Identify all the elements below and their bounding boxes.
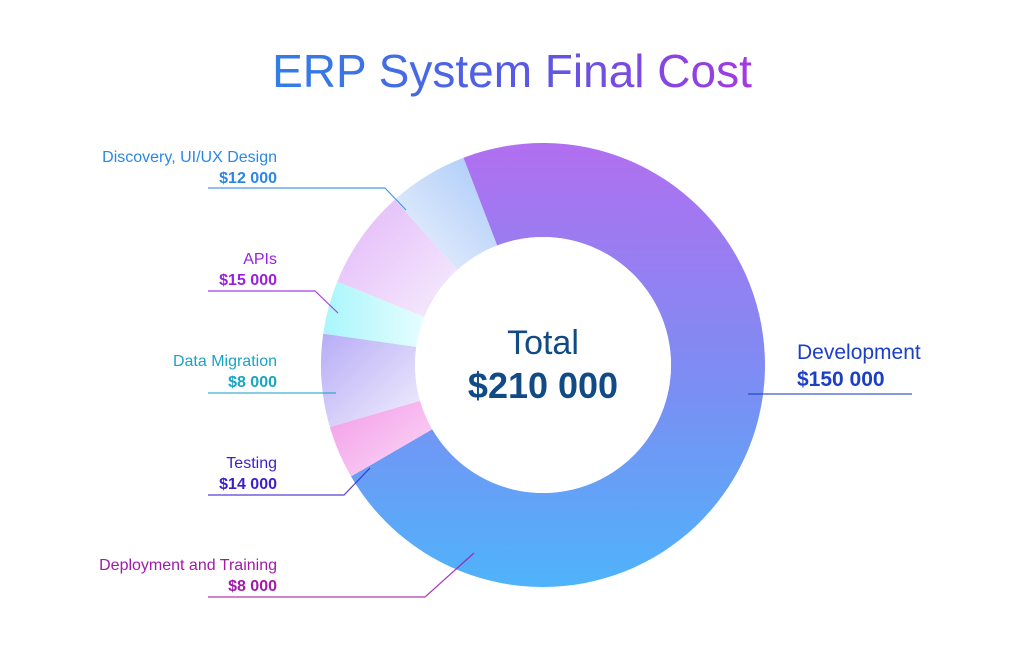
chart-title: ERP System Final Cost bbox=[272, 45, 752, 97]
donut-hole bbox=[415, 237, 671, 493]
slice-label-testing: Testing bbox=[226, 455, 277, 472]
leader-line-apis bbox=[208, 290, 339, 314]
slice-label-deployment-and-training: Deployment and Training bbox=[99, 557, 277, 574]
slice-value-data-migration: $8 000 bbox=[228, 374, 277, 391]
donut-slice-discovery-ui-ux-design bbox=[394, 157, 498, 270]
slice-value-testing: $14 000 bbox=[219, 476, 277, 493]
leader-line-discovery-ui-ux-design bbox=[208, 187, 407, 211]
slice-label-discovery-ui-ux-design: Discovery, UI/UX Design bbox=[102, 149, 277, 166]
slices-layer bbox=[321, 142, 765, 587]
donut-slice-apis bbox=[337, 199, 458, 317]
slice-value-discovery-ui-ux-design: $12 000 bbox=[219, 170, 277, 187]
slice-value-deployment-and-training: $8 000 bbox=[228, 578, 277, 595]
total-label: Total bbox=[507, 324, 579, 362]
donut-slice-testing bbox=[321, 333, 421, 428]
slice-value-apis: $15 000 bbox=[219, 272, 277, 289]
leader-lines bbox=[208, 187, 912, 598]
slice-label-data-migration: Data Migration bbox=[173, 353, 277, 370]
leader-line-testing bbox=[208, 467, 371, 496]
leader-line-deployment-and-training bbox=[208, 552, 475, 598]
donut-slice-deployment-and-training bbox=[329, 400, 433, 477]
slice-label-apis: APIs bbox=[243, 251, 277, 268]
slice-label-development: Development bbox=[797, 341, 921, 364]
donut-slice-development bbox=[350, 142, 765, 587]
slice-labels: Development $150 000 Deployment and Traini… bbox=[99, 149, 921, 595]
donut-slice-data-migration bbox=[323, 281, 425, 347]
total-value: $210 000 bbox=[468, 365, 618, 406]
slice-value-development: $150 000 bbox=[797, 368, 885, 391]
